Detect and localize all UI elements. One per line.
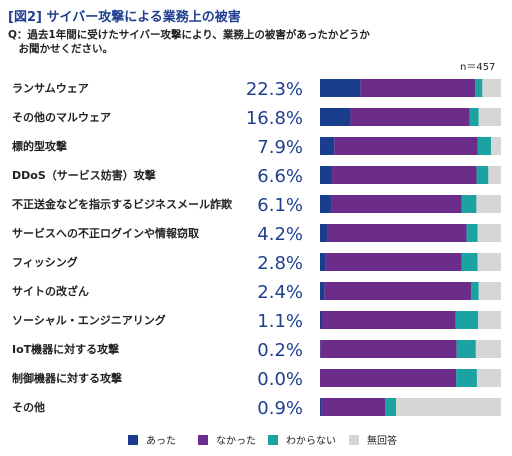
value-label: 6.6%: [257, 166, 303, 187]
bar-segment-atta: [320, 398, 322, 416]
bar-segment-wakaranai: [476, 166, 489, 184]
category-label: 標的型攻撃: [12, 139, 67, 153]
legend-swatch-mukaito: [349, 434, 359, 445]
value-label: 0.2%: [257, 340, 303, 361]
bar-segment-wakaranai: [384, 398, 397, 416]
bar-segment-mukaito: [476, 369, 501, 387]
bar-segment-mukaito: [491, 137, 501, 155]
question-line-2: お聞かせください。: [8, 43, 113, 55]
bar-segment-atta: [320, 166, 332, 184]
bar-segment-mukaito: [477, 253, 501, 271]
bar-segment-wakaranai: [455, 311, 479, 329]
category-label: ランサムウェア: [12, 82, 89, 95]
value-label: 7.9%: [257, 137, 303, 158]
bar-segment-mukaito: [477, 224, 501, 242]
legend-swatch-atta: [128, 434, 138, 445]
category-label: ソーシャル・エンジニアリング: [12, 313, 166, 327]
value-label: 0.9%: [257, 398, 303, 419]
legend-swatch-nakatta: [198, 434, 208, 445]
bar-segment-mukaito: [482, 79, 501, 97]
value-label: 22.3%: [246, 79, 303, 100]
bar-segment-mukaito: [476, 195, 501, 213]
sample-size-label: n＝457: [460, 62, 496, 73]
bar-segment-mukaito: [475, 340, 501, 358]
bar-segment-atta: [320, 79, 361, 97]
category-label: フィッシング: [12, 255, 78, 269]
bar-segment-nakatta: [327, 224, 467, 242]
bar-segment-nakatta: [320, 340, 457, 358]
value-label: 1.1%: [257, 311, 303, 332]
bar-segment-wakaranai: [475, 79, 483, 97]
bar-segment-atta: [320, 224, 328, 242]
legend-item-mukaito: 無回答: [349, 432, 397, 447]
bar-segment-mukaito: [478, 311, 501, 329]
bar-segment-mukaito: [478, 108, 501, 126]
bar-segment-nakatta: [331, 166, 477, 184]
bar-segment-nakatta: [324, 282, 472, 300]
question-line-1: Q：過去1年間に受けたサイバー攻撃により、業務上の被害があったかどうか: [8, 29, 370, 41]
legend-label-atta: あった: [146, 436, 176, 447]
bar-segment-atta: [320, 311, 322, 329]
category-label: IoT機器に対する攻撃: [12, 342, 119, 356]
bar-segment-atta: [320, 137, 335, 155]
legend-item-wakaranai: わからない: [268, 432, 336, 447]
value-label: 0.0%: [257, 369, 303, 390]
bar-segment-nakatta: [320, 369, 457, 387]
legend-swatch-wakaranai: [268, 434, 278, 445]
bar-segment-wakaranai: [477, 137, 492, 155]
legend-label-mukaito: 無回答: [367, 436, 397, 447]
chart-title: [図2] サイバー攻撃による業務上の被害: [8, 10, 241, 25]
bar-segment-nakatta: [334, 137, 478, 155]
category-label: その他: [12, 400, 45, 414]
value-label: 2.4%: [257, 282, 303, 303]
bar-segment-nakatta: [350, 108, 470, 126]
value-label: 6.1%: [257, 195, 303, 216]
bar-segment-wakaranai: [461, 253, 478, 271]
bar-segment-wakaranai: [456, 369, 477, 387]
question-text: Q：過去1年間に受けたサイバー攻撃により、業務上の被害があったかどうか お聞かせ…: [8, 28, 370, 56]
category-label: DDoS（サービス妨害）攻撃: [12, 168, 156, 182]
value-label: 4.2%: [257, 224, 303, 245]
legend: あった なかった わからない 無回答: [0, 432, 512, 447]
bar-segment-wakaranai: [466, 224, 478, 242]
bar-segment-atta: [320, 195, 332, 213]
bar-segment-wakaranai: [461, 195, 477, 213]
bar-segment-nakatta: [360, 79, 476, 97]
legend-item-atta: あった: [128, 432, 176, 447]
category-label: 不正送金などを指示するビジネスメール詐欺: [12, 197, 232, 211]
bar-segment-wakaranai: [471, 282, 479, 300]
legend-label-wakaranai: わからない: [286, 436, 336, 447]
category-label: サービスへの不正ログインや情報窃取: [12, 226, 199, 240]
bar-segment-mukaito: [478, 282, 501, 300]
value-label: 2.8%: [257, 253, 303, 274]
bar-segment-nakatta: [321, 398, 385, 416]
bar-segment-atta: [320, 282, 325, 300]
bar-segment-wakaranai: [469, 108, 479, 126]
bar-segment-mukaito: [488, 166, 501, 184]
bar-segment-atta: [320, 108, 351, 126]
bar-segment-mukaito: [396, 398, 501, 416]
bar-segment-nakatta: [325, 253, 462, 271]
legend-item-nakatta: なかった: [198, 432, 256, 447]
category-label: サイトの改ざん: [12, 284, 89, 298]
value-label: 16.8%: [246, 108, 303, 129]
bar-segment-nakatta: [321, 311, 456, 329]
bar-segment-atta: [320, 253, 326, 271]
legend-label-nakatta: なかった: [216, 436, 256, 447]
category-label: その他のマルウェア: [12, 110, 111, 124]
bar-segment-nakatta: [331, 195, 462, 213]
category-label: 制御機器に対する攻撃: [12, 371, 122, 385]
bar-segment-wakaranai: [456, 340, 476, 358]
